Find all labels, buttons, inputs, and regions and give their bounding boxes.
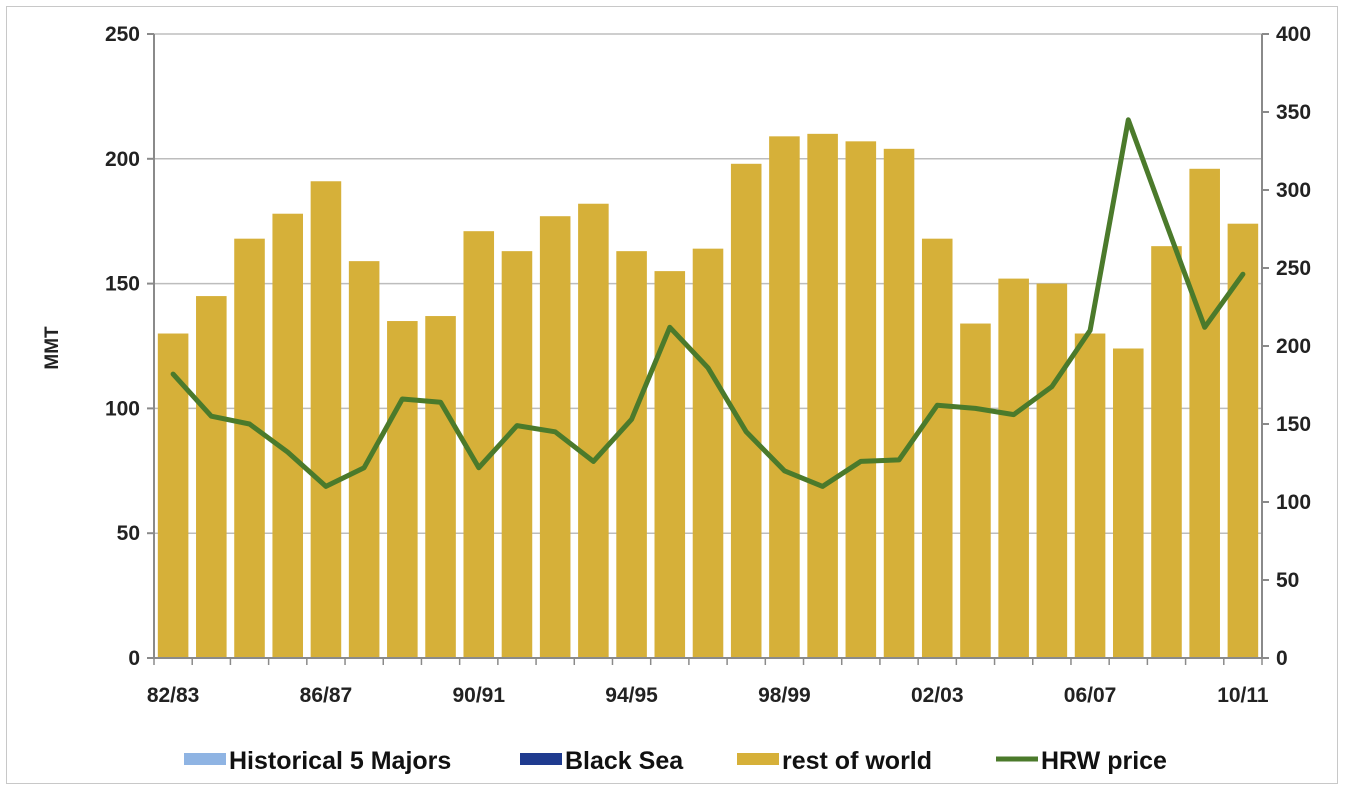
y2-tick-label-50: 50 — [1276, 569, 1299, 592]
bar-01-02 — [883, 148, 915, 659]
y2-tick-label-250: 250 — [1276, 257, 1311, 280]
legend-label-rest-of-world: rest of world — [782, 747, 932, 775]
y-tick-label-200: 200 — [105, 148, 140, 171]
y2-tick-label-150: 150 — [1276, 413, 1311, 436]
legend-label-historical-5-majors: Historical 5 Majors — [229, 747, 451, 775]
bar-93-94 — [578, 203, 609, 658]
y2-tick-label-0: 0 — [1276, 647, 1288, 670]
bar-83-84 — [196, 296, 227, 658]
x-tick-label-86-87: 86/87 — [300, 684, 353, 707]
y2-tick-label-200: 200 — [1276, 335, 1311, 358]
bar-06-07 — [1074, 333, 1106, 658]
bar-86-87 — [310, 181, 342, 658]
y2-tick-label-300: 300 — [1276, 179, 1311, 202]
x-tick-label-10-11: 10/11 — [1217, 684, 1269, 707]
y-tick-label-150: 150 — [105, 273, 140, 296]
legend: Historical 5 Majors Black Sea rest of worl… — [184, 747, 1167, 775]
bar-88-89 — [387, 321, 418, 658]
x-tick-label-90-91: 90/91 — [452, 684, 505, 707]
bar-00-01 — [845, 141, 877, 658]
bar-99-00 — [807, 133, 838, 659]
bar-07-08 — [1112, 348, 1144, 658]
y-tick-label-50: 50 — [117, 522, 140, 545]
legend-label-black-sea: Black Sea — [565, 747, 684, 775]
bar-90-91 — [463, 231, 495, 658]
line-hrw-price — [170, 117, 1246, 489]
y2-tick-label-350: 350 — [1276, 101, 1311, 124]
y2-tick-label-100: 100 — [1276, 491, 1311, 514]
bars-rest-of-world — [157, 133, 1259, 659]
bar-89-90 — [425, 316, 456, 658]
bar-09-10 — [1189, 168, 1220, 658]
bar-98-99 — [769, 136, 800, 658]
y-axis-title: MMT — [42, 326, 63, 370]
legend-swatch-rest-of-world — [737, 753, 779, 765]
bar-91-92 — [501, 251, 533, 659]
bar-04-05 — [998, 278, 1029, 658]
legend-label-hrw-price: HRW price — [1041, 747, 1167, 775]
x-tick-label-94-95: 94/95 — [605, 684, 658, 707]
bar-05-06 — [1036, 283, 1068, 658]
bar-94-95 — [616, 251, 647, 659]
y-axis-right-ticks: 0 50 100 150 200 250 300 350 400 — [1262, 23, 1311, 670]
x-axis-ticks: 82/83 86/87 90/91 94/95 98/99 02/03 06/07 10/11 — [147, 658, 1269, 707]
x-tick-label-82-83: 82/83 — [147, 684, 200, 707]
y-tick-label-100: 100 — [105, 397, 140, 420]
legend-swatch-black-sea — [520, 753, 562, 765]
x-tick-label-06-07: 06/07 — [1064, 684, 1117, 707]
x-tick-label-98-99: 98/99 — [758, 684, 811, 707]
legend-swatch-historical-5-majors — [184, 753, 226, 765]
bar-96-97 — [692, 248, 724, 658]
x-tick-label-02-03: 02/03 — [911, 684, 964, 707]
bar-87-88 — [348, 261, 380, 658]
bar-10-11 — [1227, 223, 1259, 659]
y-axis-left-ticks: 0 50 100 150 200 250 — [105, 23, 154, 670]
bar-08-09 — [1151, 246, 1182, 658]
bar-85-86 — [272, 213, 304, 658]
bar-84-85 — [234, 238, 265, 658]
y2-tick-label-400: 400 — [1276, 23, 1311, 46]
y-tick-label-0: 0 — [128, 647, 140, 670]
bar-02-03 — [921, 238, 953, 658]
chart-frame — [6, 6, 1338, 784]
bar-03-04 — [960, 323, 991, 658]
y-tick-label-250: 250 — [105, 23, 140, 46]
